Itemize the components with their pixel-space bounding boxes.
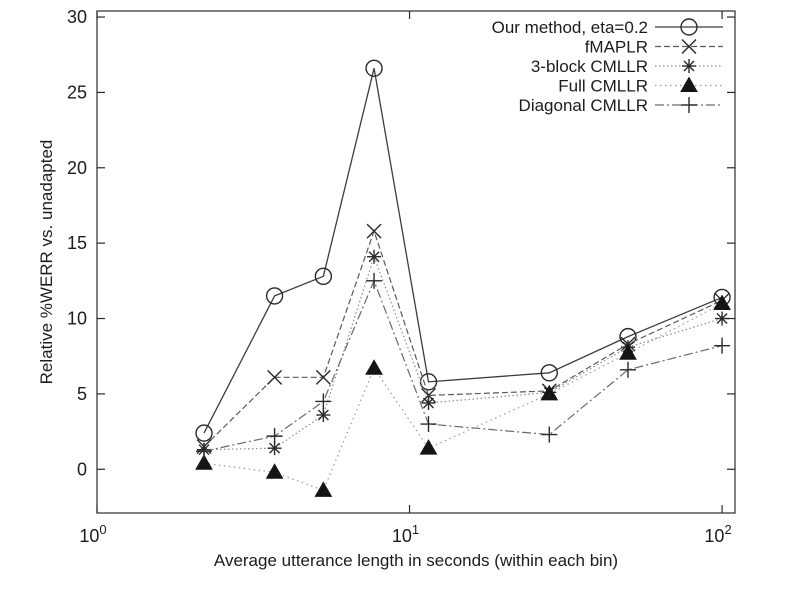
plus-marker	[619, 361, 636, 378]
x-marker	[366, 223, 382, 239]
x-tick-label: 101	[392, 522, 419, 546]
triangle-filled-marker	[195, 454, 213, 470]
x-axis-ticks: 100 101 102	[79, 11, 732, 546]
plus-marker	[681, 97, 697, 113]
series-diagonal-cmllr	[196, 272, 731, 460]
asterisk-marker	[682, 59, 696, 73]
legend-label: fMAPLR	[585, 38, 648, 57]
y-tick-label: 15	[67, 233, 87, 253]
x-marker	[267, 369, 283, 385]
x-marker	[315, 369, 331, 385]
x-tick-label: 100	[79, 522, 106, 546]
x-tick-label: 102	[704, 522, 731, 546]
triangle-filled-marker	[713, 294, 731, 310]
y-tick-label: 0	[77, 459, 87, 479]
x-axis-title: Average utterance length in seconds (wit…	[214, 551, 618, 570]
y-tick-label: 10	[67, 309, 87, 329]
legend-label: Our method, eta=0.2	[492, 18, 648, 37]
plus-marker	[714, 337, 731, 354]
legend-item-fmaplr: fMAPLR	[585, 38, 723, 57]
plot-frame	[96, 10, 736, 514]
y-tick-label: 30	[67, 7, 87, 27]
asterisk-marker	[316, 408, 331, 423]
series-line-full-cmllr	[203, 302, 723, 492]
legend-item-full-cmllr: Full CMLLR	[558, 76, 723, 96]
plus-marker	[420, 416, 437, 433]
x-marker	[421, 387, 436, 403]
triangle-filled-marker	[619, 344, 637, 360]
series-3-block-cmllr	[197, 249, 730, 457]
y-tick-label: 5	[77, 384, 87, 404]
series-line-3-block-cmllr	[204, 254, 723, 451]
circle-marker	[365, 59, 383, 77]
y-tick-label: 20	[67, 158, 87, 178]
asterisk-marker	[421, 395, 436, 410]
legend-item-our-method-eta-0-2: Our method, eta=0.2	[492, 18, 723, 37]
series-line-diagonal-cmllr	[203, 279, 723, 452]
y-tick-label: 25	[67, 82, 87, 102]
triangle-filled-marker	[365, 359, 383, 375]
plus-marker	[315, 393, 332, 410]
circle-marker	[540, 364, 558, 382]
y-axis-ticks: 0 5 10 15 20 25 30	[67, 7, 735, 479]
asterisk-marker	[715, 311, 730, 326]
plus-marker	[196, 443, 213, 460]
legend-label: Diagonal CMLLR	[519, 96, 648, 115]
legend-item-diagonal-cmllr: Diagonal CMLLR	[519, 96, 723, 115]
series-line-fmaplr	[203, 229, 723, 448]
circle-marker	[314, 267, 333, 286]
y-axis-title: Relative %WERR vs. unadapted	[37, 140, 56, 385]
plus-marker	[366, 272, 383, 289]
circle-marker	[680, 18, 698, 36]
circle-marker	[265, 287, 284, 305]
legend-label: 3-block CMLLR	[531, 57, 648, 76]
series-line-our-method-eta-0-2	[203, 68, 723, 434]
series-our-method-eta-0-2	[195, 59, 731, 442]
triangle-filled-marker	[314, 481, 333, 497]
series-fmaplr	[196, 223, 730, 455]
triangle-filled-marker	[680, 76, 698, 92]
triangle-filled-marker	[419, 439, 438, 455]
triangle-filled-marker	[540, 384, 559, 401]
asterisk-marker	[367, 249, 382, 264]
plus-marker	[266, 428, 283, 445]
series-full-cmllr	[195, 294, 731, 497]
legend-item-3-block-cmllr: 3-block CMLLR	[531, 57, 723, 76]
plus-marker	[541, 426, 558, 443]
circle-marker	[195, 424, 213, 442]
legend-label: Full CMLLR	[558, 77, 648, 96]
triangle-filled-marker	[265, 463, 284, 479]
x-marker	[681, 39, 697, 54]
